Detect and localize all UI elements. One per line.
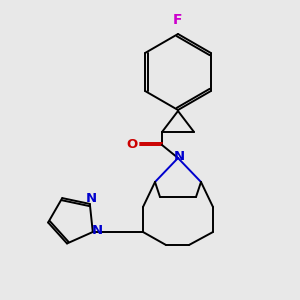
Text: O: O xyxy=(126,139,138,152)
Text: N: N xyxy=(173,151,184,164)
Text: N: N xyxy=(85,192,96,206)
Text: N: N xyxy=(92,224,103,238)
Text: F: F xyxy=(173,13,183,27)
